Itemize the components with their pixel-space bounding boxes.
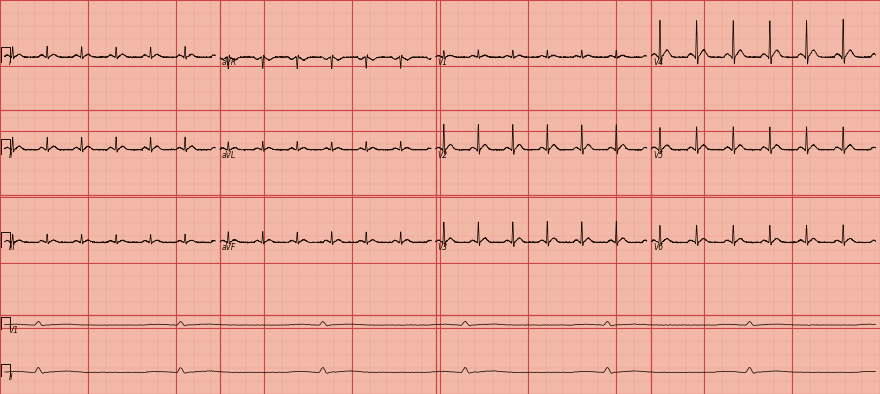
Text: V6: V6	[653, 243, 664, 252]
Text: III: III	[9, 243, 16, 252]
Text: II: II	[9, 151, 13, 160]
Text: aVR: aVR	[222, 58, 237, 67]
Text: V5: V5	[653, 151, 664, 160]
Text: V1: V1	[437, 58, 448, 67]
Text: II: II	[9, 373, 13, 382]
Text: I: I	[9, 58, 11, 67]
Text: V4: V4	[653, 58, 664, 67]
Text: V2: V2	[437, 151, 448, 160]
Text: aVF: aVF	[222, 243, 236, 252]
Text: aVL: aVL	[222, 151, 236, 160]
Text: V1: V1	[9, 326, 19, 335]
Text: V3: V3	[437, 243, 448, 252]
